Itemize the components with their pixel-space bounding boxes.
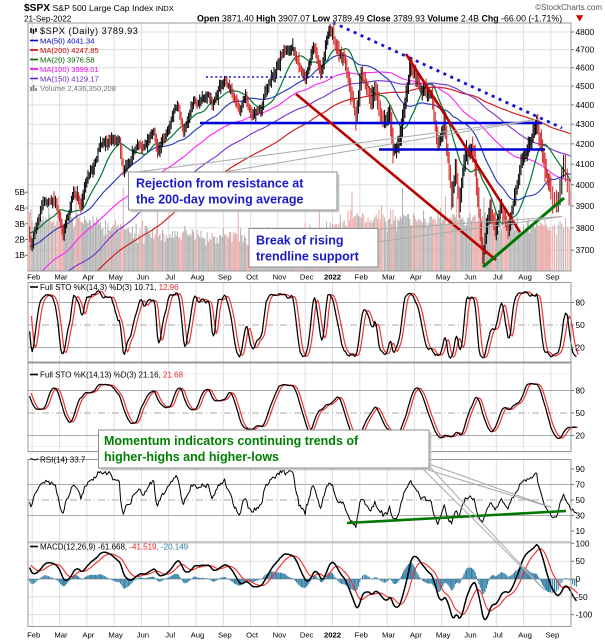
svg-text:Dec: Dec xyxy=(300,273,314,282)
svg-text:May: May xyxy=(108,631,123,640)
svg-text:50: 50 xyxy=(576,556,586,566)
svg-text:Momentum indicators continuing: Momentum indicators continuing trends of xyxy=(104,434,359,448)
svg-text:21-Sep-2022: 21-Sep-2022 xyxy=(24,15,72,24)
svg-text:May: May xyxy=(108,273,123,282)
svg-text:Jul: Jul xyxy=(165,631,175,640)
svg-text:Sep: Sep xyxy=(546,631,560,640)
svg-text:3700: 3700 xyxy=(576,245,595,255)
svg-text:May: May xyxy=(436,631,451,640)
svg-text:Sep: Sep xyxy=(546,273,560,282)
svg-text:MA(50) 4041.34: MA(50) 4041.34 xyxy=(40,37,94,46)
svg-text:2022: 2022 xyxy=(324,631,341,640)
svg-text:Jun: Jun xyxy=(464,631,476,640)
svg-text:4600: 4600 xyxy=(576,63,595,73)
svg-text:Rejection from resistance at: Rejection from resistance at xyxy=(136,177,304,191)
svg-text:RSI(14) 33.7: RSI(14) 33.7 xyxy=(40,456,86,465)
svg-text:Aug: Aug xyxy=(518,273,532,282)
svg-text:MA(150) 4129.17: MA(150) 4129.17 xyxy=(40,75,99,84)
svg-text:Apr: Apr xyxy=(82,631,94,640)
svg-text:Jul: Jul xyxy=(493,631,503,640)
svg-text:3800: 3800 xyxy=(576,223,595,233)
svg-text:MA(200) 4247.85: MA(200) 4247.85 xyxy=(40,46,99,55)
svg-text:Aug: Aug xyxy=(191,631,205,640)
svg-text:Nov: Nov xyxy=(273,273,287,282)
svg-text:80: 80 xyxy=(576,386,586,396)
svg-text:Apr: Apr xyxy=(410,631,422,640)
svg-text:Mar: Mar xyxy=(382,631,396,640)
svg-text:2022: 2022 xyxy=(324,273,341,282)
svg-text:4700: 4700 xyxy=(576,45,595,55)
svg-text:Jun: Jun xyxy=(137,631,149,640)
svg-text:Aug: Aug xyxy=(191,273,205,282)
svg-text:3900: 3900 xyxy=(576,201,595,211)
svg-text:90: 90 xyxy=(576,464,586,474)
svg-text:Feb: Feb xyxy=(355,273,368,282)
svg-text:Nov: Nov xyxy=(273,631,287,640)
svg-text:higher-highs and higher-lows: higher-highs and higher-lows xyxy=(104,450,279,464)
svg-text:Feb: Feb xyxy=(27,631,40,640)
svg-text:Feb: Feb xyxy=(27,273,40,282)
svg-text:$SPX S&P 500 Large Cap Index I: $SPX S&P 500 Large Cap Index INDX xyxy=(24,3,174,14)
svg-text:MACD(12,26,9) -61.668, -41.519: MACD(12,26,9) -61.668, -41.519, -20.149 xyxy=(40,543,189,552)
svg-text:Volume 2,436,350,208: Volume 2,436,350,208 xyxy=(40,84,116,93)
svg-text:3B: 3B xyxy=(15,219,26,229)
svg-text:Open 3871.40 High 3907.07 Low: Open 3871.40 High 3907.07 Low 3789.49 Cl… xyxy=(197,14,562,24)
svg-text:4800: 4800 xyxy=(576,27,595,37)
svg-text:Jul: Jul xyxy=(165,273,175,282)
svg-text:50: 50 xyxy=(576,408,586,418)
svg-text:Sep: Sep xyxy=(218,631,232,640)
svg-text:50: 50 xyxy=(576,495,586,505)
svg-text:Jun: Jun xyxy=(137,273,149,282)
svg-text:MA(20) 3976.58: MA(20) 3976.58 xyxy=(40,56,94,65)
svg-text:4B: 4B xyxy=(15,203,26,213)
svg-text:5B: 5B xyxy=(15,187,26,197)
svg-text:30: 30 xyxy=(576,511,586,521)
svg-text:-50: -50 xyxy=(576,592,588,602)
svg-text:4400: 4400 xyxy=(576,100,595,110)
svg-text:80: 80 xyxy=(576,298,586,308)
svg-text:Aug: Aug xyxy=(518,631,532,640)
svg-text:Apr: Apr xyxy=(410,273,422,282)
svg-text:4000: 4000 xyxy=(576,180,595,190)
svg-text:20: 20 xyxy=(576,343,586,353)
svg-text:MA(100) 3999.01: MA(100) 3999.01 xyxy=(40,65,99,74)
svg-text:Mar: Mar xyxy=(382,273,396,282)
svg-text:Jun: Jun xyxy=(464,273,476,282)
svg-text:Mar: Mar xyxy=(54,631,68,640)
svg-text:1B: 1B xyxy=(15,250,26,260)
svg-text:0: 0 xyxy=(576,574,581,584)
svg-text:-100: -100 xyxy=(576,610,593,620)
svg-text:10: 10 xyxy=(576,526,586,536)
svg-text:©StockCharts.com: ©StockCharts.com xyxy=(535,3,602,12)
svg-text:Dec: Dec xyxy=(300,631,314,640)
svg-text:100: 100 xyxy=(576,538,590,548)
svg-text:$SPX (Daily) 3789.93: $SPX (Daily) 3789.93 xyxy=(40,26,138,36)
svg-text:50: 50 xyxy=(576,320,586,330)
svg-text:Sep: Sep xyxy=(218,273,232,282)
svg-text:May: May xyxy=(436,273,451,282)
svg-text:Full STO %K(14,13) %D(3) 21.16: Full STO %K(14,13) %D(3) 21.16, 21.68 xyxy=(40,371,184,380)
svg-text:Full STO %K(14,3) %D(3) 10.71,: Full STO %K(14,3) %D(3) 10.71, 12.96 xyxy=(40,283,179,292)
svg-text:Oct: Oct xyxy=(246,273,259,282)
svg-text:4500: 4500 xyxy=(576,81,595,91)
svg-text:Apr: Apr xyxy=(82,273,94,282)
svg-text:20: 20 xyxy=(576,431,586,441)
svg-text:70: 70 xyxy=(576,480,586,490)
svg-text:Break of rising: Break of rising xyxy=(256,234,344,248)
svg-text:trendline support: trendline support xyxy=(256,250,360,264)
svg-text:4100: 4100 xyxy=(576,159,595,169)
svg-text:4300: 4300 xyxy=(576,119,595,129)
svg-text:Mar: Mar xyxy=(54,273,68,282)
svg-text:the 200-day moving average: the 200-day moving average xyxy=(136,193,303,207)
svg-text:2B: 2B xyxy=(15,235,26,245)
svg-text:Feb: Feb xyxy=(355,631,368,640)
svg-text:4200: 4200 xyxy=(576,139,595,149)
svg-text:Oct: Oct xyxy=(246,631,259,640)
svg-text:Jul: Jul xyxy=(493,273,503,282)
